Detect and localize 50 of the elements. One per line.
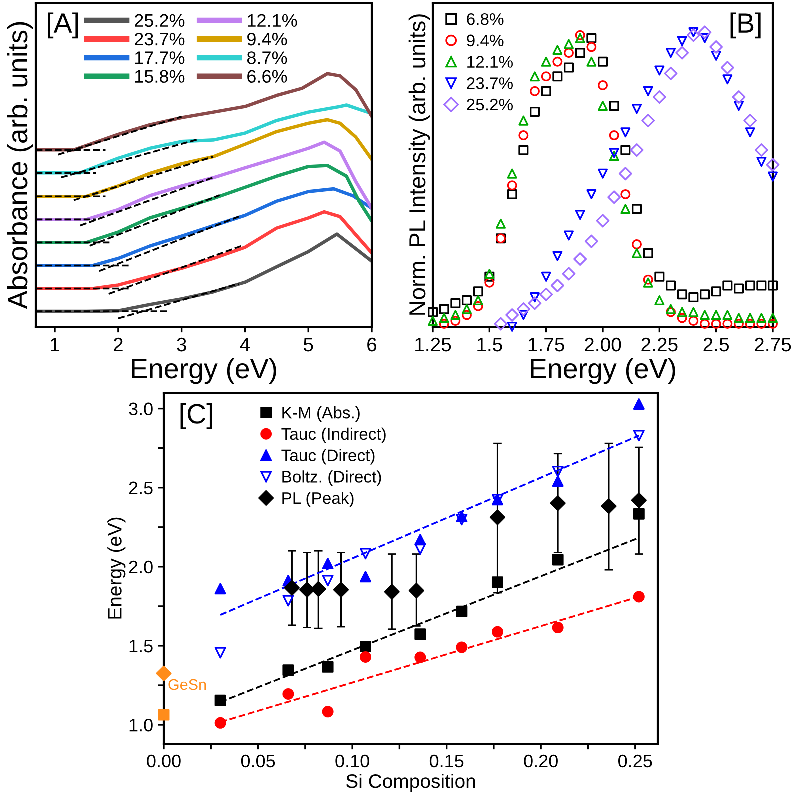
legend-label: 25.2% xyxy=(135,14,185,28)
text: 2.00 xyxy=(585,338,622,352)
legend-label: 12.1% xyxy=(468,56,513,68)
legend-label: 15.8% xyxy=(135,70,185,84)
text: 1.0 xyxy=(130,718,153,732)
legend-label: 23.7% xyxy=(135,32,185,46)
legend-label: 12.1% xyxy=(248,14,298,28)
annotation: [C] xyxy=(180,404,212,430)
legend-label: 9.4% xyxy=(467,34,504,47)
legend-label: 6.6% xyxy=(248,70,288,84)
legend-label: Tauc (Direct) xyxy=(282,449,375,465)
x-tick-label: 2 xyxy=(114,338,123,352)
legend-label: 8.7% xyxy=(247,52,288,64)
legend-label: 23.7% xyxy=(467,78,513,90)
annotation: GeSn xyxy=(168,679,206,690)
x-tick-label: 1.25 xyxy=(416,338,452,352)
x-tick-label: 0.15 xyxy=(430,754,464,768)
x-axis-title: Si Composition xyxy=(346,774,476,792)
legend-label: 9.4% xyxy=(248,32,288,46)
legend-label: 17.7% xyxy=(135,52,185,64)
x-axis-title: Energy (eV) xyxy=(531,358,676,384)
x-tick-label: 1 xyxy=(51,338,60,352)
text: 0.10 xyxy=(336,754,370,768)
x-tick-label: 2.25 xyxy=(642,338,678,352)
text: 2.0 xyxy=(129,560,153,574)
text: 0.00 xyxy=(147,754,181,768)
x-tick-label: 2.75 xyxy=(755,338,791,352)
x-tick-label: 2.5 xyxy=(704,338,730,352)
y-axis-title: Energy (eV) xyxy=(108,518,126,619)
x-tick-label: 0.25 xyxy=(618,754,652,768)
y-axis-title: Norm. PL Intensity (arb. units) xyxy=(408,14,430,315)
legend-label: 25.2% xyxy=(467,98,513,111)
annotation: [B] xyxy=(730,12,761,39)
text: 0.20 xyxy=(524,754,558,768)
y-axis-title: Absorbance (arb. units) xyxy=(7,22,34,310)
legend-label: 6.8% xyxy=(467,13,504,26)
x-tick-label: 3 xyxy=(177,338,186,352)
x-tick-label: 6 xyxy=(368,338,377,352)
legend-label: K-M (Abs.) xyxy=(282,406,360,422)
x-tick-label: 5 xyxy=(304,338,314,352)
legend-label: PL (Peak) xyxy=(282,492,354,508)
x-tick-label: 1.75 xyxy=(528,338,564,352)
legend-label: Boltz. (Direct) xyxy=(282,470,382,486)
x-tick-label: 4 xyxy=(240,338,250,352)
x-tick-label: 0.05 xyxy=(241,754,276,768)
text: [A] xyxy=(48,12,78,39)
x-axis-title: Energy (eV) xyxy=(132,358,276,384)
x-tick-label: 1.5 xyxy=(478,338,502,352)
text: 3.0 xyxy=(129,402,153,416)
legend-label: Tauc (Indirect) xyxy=(282,428,386,444)
